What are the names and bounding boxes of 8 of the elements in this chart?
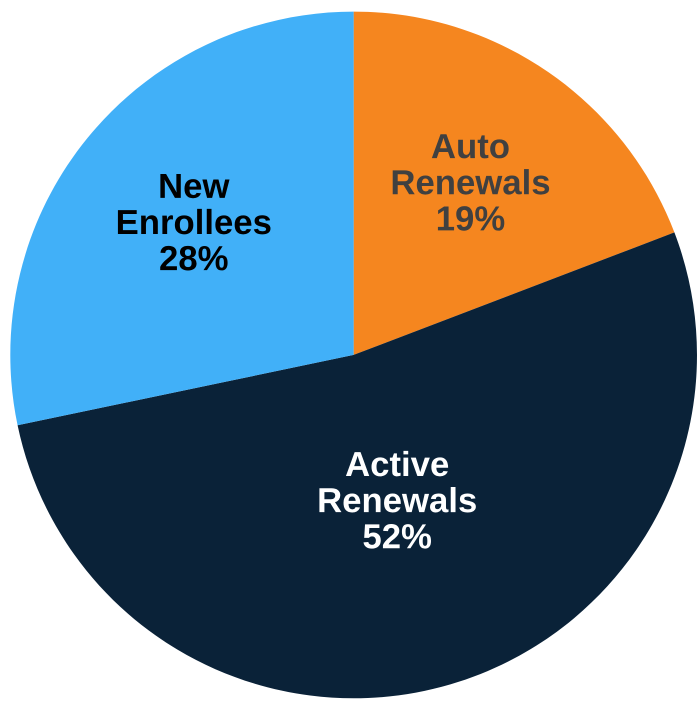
slice-label: Active Renewals — [319, 450, 476, 513]
slice-label: Auto Renewals — [392, 134, 550, 195]
pie-slice — [354, 12, 674, 355]
data-label: 52% — [364, 524, 432, 549]
data-label: 28% — [160, 246, 228, 270]
slice-label: New Enrollees — [118, 174, 270, 234]
data-label: 19% — [438, 206, 504, 231]
pie-slice — [10, 12, 354, 426]
